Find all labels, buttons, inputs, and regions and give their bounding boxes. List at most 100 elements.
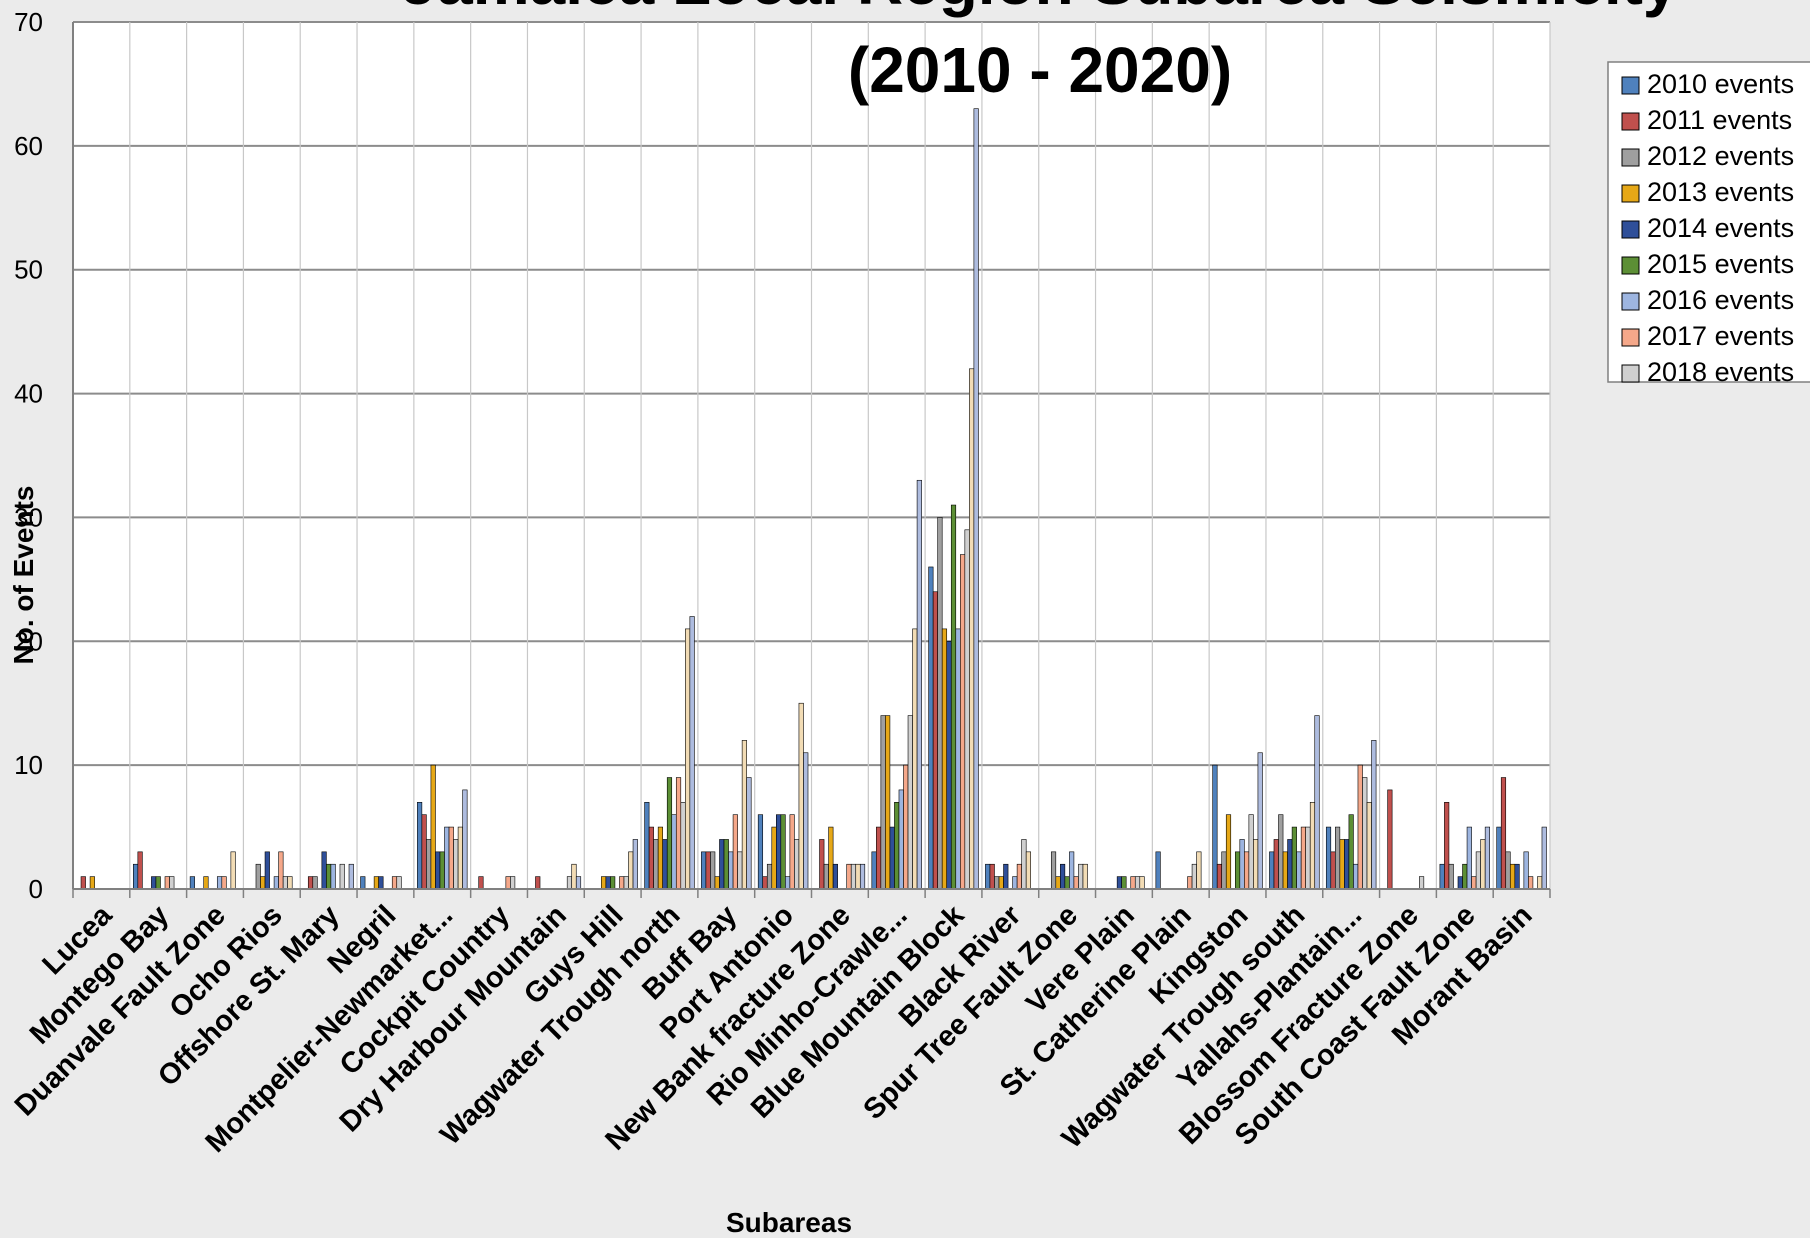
bar — [907, 715, 913, 890]
bar — [80, 876, 86, 890]
bar — [601, 876, 607, 890]
y-tick-label: 10 — [14, 750, 43, 780]
bar — [823, 863, 829, 890]
bar — [1073, 876, 1079, 890]
legend-label: 2012 events — [1647, 141, 1794, 171]
legend-label: 2015 events — [1647, 249, 1794, 279]
legend-box — [1607, 61, 1810, 383]
bar — [710, 851, 716, 890]
bar — [680, 801, 686, 890]
bar — [994, 876, 1000, 890]
bar — [1130, 876, 1136, 890]
bar — [1064, 876, 1070, 890]
bar — [605, 876, 611, 890]
bar — [1253, 839, 1259, 890]
bar — [155, 876, 161, 890]
bar — [510, 876, 516, 890]
bar — [1371, 740, 1377, 890]
bar — [151, 876, 157, 890]
bar — [1050, 851, 1057, 890]
bar — [321, 851, 327, 890]
bar — [1505, 851, 1511, 890]
bar — [1134, 876, 1141, 890]
bar — [1016, 863, 1022, 890]
bar — [435, 851, 441, 890]
legend-label: 2010 events — [1647, 69, 1794, 99]
bar — [850, 863, 857, 890]
legend-label: 2013 events — [1647, 177, 1794, 207]
y-tick-label: 50 — [14, 255, 43, 285]
chart-title-line-2: (2010 - 2020) — [848, 34, 1232, 106]
bar — [871, 851, 877, 890]
bar — [396, 876, 402, 890]
bar — [1457, 876, 1463, 890]
bar — [391, 876, 398, 890]
bar — [894, 801, 900, 890]
bar — [941, 628, 948, 890]
bar — [1155, 851, 1161, 890]
bar — [330, 863, 336, 890]
bar — [937, 517, 943, 890]
bar — [444, 826, 450, 890]
bar — [855, 863, 861, 890]
bar — [880, 715, 886, 890]
bar — [610, 876, 616, 890]
bar — [1541, 826, 1547, 890]
y-tick-label: 0 — [29, 874, 43, 904]
bar — [1314, 715, 1320, 890]
legend-swatch — [1621, 364, 1640, 383]
bar — [169, 876, 175, 890]
bar — [1362, 777, 1368, 890]
bar — [453, 839, 459, 890]
bar — [619, 876, 625, 890]
bar — [430, 764, 436, 890]
bar — [264, 851, 270, 890]
bar — [1003, 863, 1009, 890]
bar — [348, 863, 354, 890]
bar — [623, 876, 629, 890]
bar — [1248, 814, 1254, 890]
bar — [828, 826, 834, 890]
bar — [1330, 851, 1336, 890]
bar — [1012, 876, 1018, 890]
bar — [780, 814, 786, 890]
legend-label: 2014 events — [1647, 213, 1794, 243]
legend: 2010 events 2011 events 2012 events 2013 ev… — [1607, 61, 1810, 387]
bar — [964, 529, 970, 890]
bar — [312, 876, 318, 890]
bar — [1444, 801, 1450, 890]
legend-swatch — [1621, 292, 1640, 311]
bar — [1187, 876, 1193, 890]
bar — [1082, 863, 1088, 890]
bar — [1496, 826, 1502, 890]
bar — [1239, 839, 1245, 890]
bar — [1121, 876, 1127, 890]
bar — [421, 814, 427, 890]
bar — [221, 876, 227, 890]
bar — [771, 826, 777, 890]
bar — [632, 839, 638, 890]
bar — [571, 863, 577, 890]
bar — [1309, 801, 1316, 890]
bar — [273, 876, 279, 890]
bar — [1055, 876, 1061, 890]
bar — [960, 554, 966, 890]
bar — [230, 851, 236, 890]
bar — [448, 826, 454, 890]
bar — [89, 876, 95, 890]
bar — [798, 702, 804, 890]
y-tick-labels: 0 10 20 30 40 50 60 70 — [14, 7, 43, 904]
bar — [776, 814, 782, 890]
bar — [1291, 826, 1297, 890]
y-tick-label: 20 — [14, 626, 43, 656]
bar — [928, 566, 934, 890]
bar — [1466, 826, 1472, 890]
bar — [714, 876, 720, 890]
bar — [417, 801, 423, 890]
bar — [1300, 826, 1306, 890]
legend-swatch — [1621, 220, 1640, 239]
bar — [969, 368, 975, 890]
bar — [785, 876, 791, 890]
y-tick-label: 40 — [14, 379, 43, 409]
legend-swatch — [1621, 256, 1640, 275]
